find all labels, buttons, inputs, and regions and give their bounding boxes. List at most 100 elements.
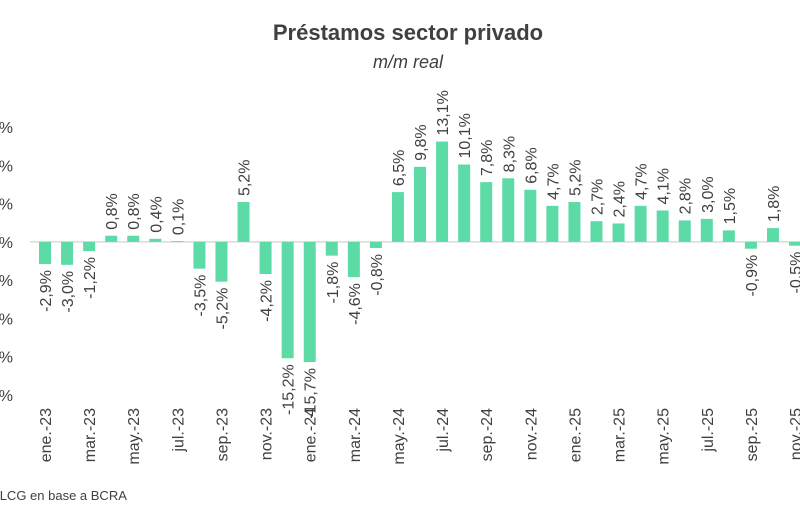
bar (568, 202, 581, 242)
bar (789, 241, 800, 246)
x-tick-label: may.-25 (656, 408, 673, 465)
bar (458, 164, 471, 242)
value-label: -4,2% (259, 280, 276, 322)
value-label: 0,1% (170, 199, 187, 235)
x-tick-label: nov.-25 (788, 408, 800, 460)
x-tick-label: may.-24 (391, 408, 408, 465)
bar (414, 166, 427, 242)
bar (259, 241, 272, 275)
value-label: -4,6% (347, 283, 364, 325)
value-label: 0,4% (148, 196, 165, 232)
y-tick-label: 15% (0, 120, 13, 137)
x-tick-label: mar.-25 (612, 408, 629, 462)
y-tick-label: 0% (0, 235, 13, 252)
chart-title: Préstamos sector privado (273, 20, 543, 45)
x-tick-label: may.-23 (126, 408, 143, 465)
value-label: 13,1% (435, 90, 452, 135)
value-label: 4,1% (656, 168, 673, 204)
value-label: 2,4% (612, 181, 629, 217)
value-label: 6,5% (391, 150, 408, 186)
x-tick-label: nov.-24 (523, 408, 540, 460)
value-label: -1,8% (325, 262, 342, 304)
value-label: 7,8% (479, 140, 496, 176)
bar (39, 241, 51, 265)
value-label: -5,2% (214, 288, 231, 330)
source: Fuente: LCG en base a BCRA (0, 488, 127, 503)
x-tick-label: jul.-25 (700, 408, 717, 453)
value-label: 5,2% (567, 160, 584, 196)
bar (193, 241, 206, 269)
bar (325, 241, 338, 256)
value-label: -2,9% (38, 270, 55, 312)
value-label: 0,8% (126, 193, 143, 229)
value-label: 2,8% (678, 178, 695, 214)
x-tick-label: sep.-25 (744, 408, 761, 461)
value-label: -15,7% (303, 368, 320, 419)
bar (391, 192, 404, 242)
value-label: -15,2% (281, 364, 298, 415)
value-label: 3,0% (700, 176, 717, 212)
bar (744, 241, 757, 249)
bar (83, 241, 96, 252)
bar (237, 202, 250, 242)
bar (722, 230, 735, 242)
x-tick-label: ene.-25 (567, 408, 584, 462)
value-label: 4,7% (634, 163, 651, 199)
value-label: 0,8% (104, 193, 121, 229)
bar (656, 210, 669, 242)
value-label: 4,7% (545, 163, 562, 199)
value-label: 9,8% (413, 124, 430, 160)
value-label: -3,0% (60, 271, 77, 313)
y-tick-label: 5% (0, 197, 13, 214)
bar (678, 220, 691, 242)
y-tick-label: -5% (0, 273, 13, 290)
bar (502, 178, 515, 242)
bar (612, 223, 625, 242)
value-label: -3,5% (192, 275, 209, 317)
bar (215, 241, 228, 282)
bar (127, 235, 140, 242)
value-label: -0,8% (369, 254, 386, 296)
bar (149, 238, 162, 242)
y-tick-label: -20% (0, 388, 13, 405)
bar (766, 228, 779, 242)
bar (480, 182, 493, 242)
bar (281, 241, 294, 359)
bar (700, 218, 713, 242)
x-tick-label: ene.-23 (38, 408, 55, 462)
x-tick-label: nov.-23 (259, 408, 276, 460)
value-label: -0,5% (788, 252, 800, 294)
x-tick-label: jul.-24 (435, 408, 452, 453)
chart-subtitle: m/m real (373, 52, 444, 72)
x-tick-label: ene.-24 (303, 408, 320, 462)
value-label: 1,8% (766, 186, 783, 222)
bar (171, 241, 184, 242)
value-label: -1,2% (82, 257, 99, 299)
bar (546, 205, 559, 242)
bar (590, 221, 603, 242)
bar (105, 235, 118, 242)
value-label: 6,8% (523, 147, 540, 183)
value-label: 5,2% (237, 160, 254, 196)
value-label: 8,3% (501, 136, 518, 172)
value-label: 2,7% (590, 179, 607, 215)
y-tick-label: -10% (0, 311, 13, 328)
bar (347, 241, 360, 278)
y-tick-label: -15% (0, 350, 13, 367)
value-label: 1,5% (722, 188, 739, 224)
x-tick-label: sep.-24 (479, 408, 496, 461)
bar (634, 205, 647, 242)
x-tick-label: mar.-23 (82, 408, 99, 462)
bar (303, 241, 316, 363)
bar (524, 189, 537, 242)
x-tick-label: mar.-24 (347, 408, 364, 462)
y-tick-label: 10% (0, 158, 13, 175)
x-tick-label: jul.-23 (170, 408, 187, 453)
bar (436, 141, 449, 242)
value-label: -0,9% (744, 255, 761, 297)
bar (369, 241, 382, 248)
bar (61, 241, 74, 265)
value-label: 10,1% (457, 113, 474, 158)
